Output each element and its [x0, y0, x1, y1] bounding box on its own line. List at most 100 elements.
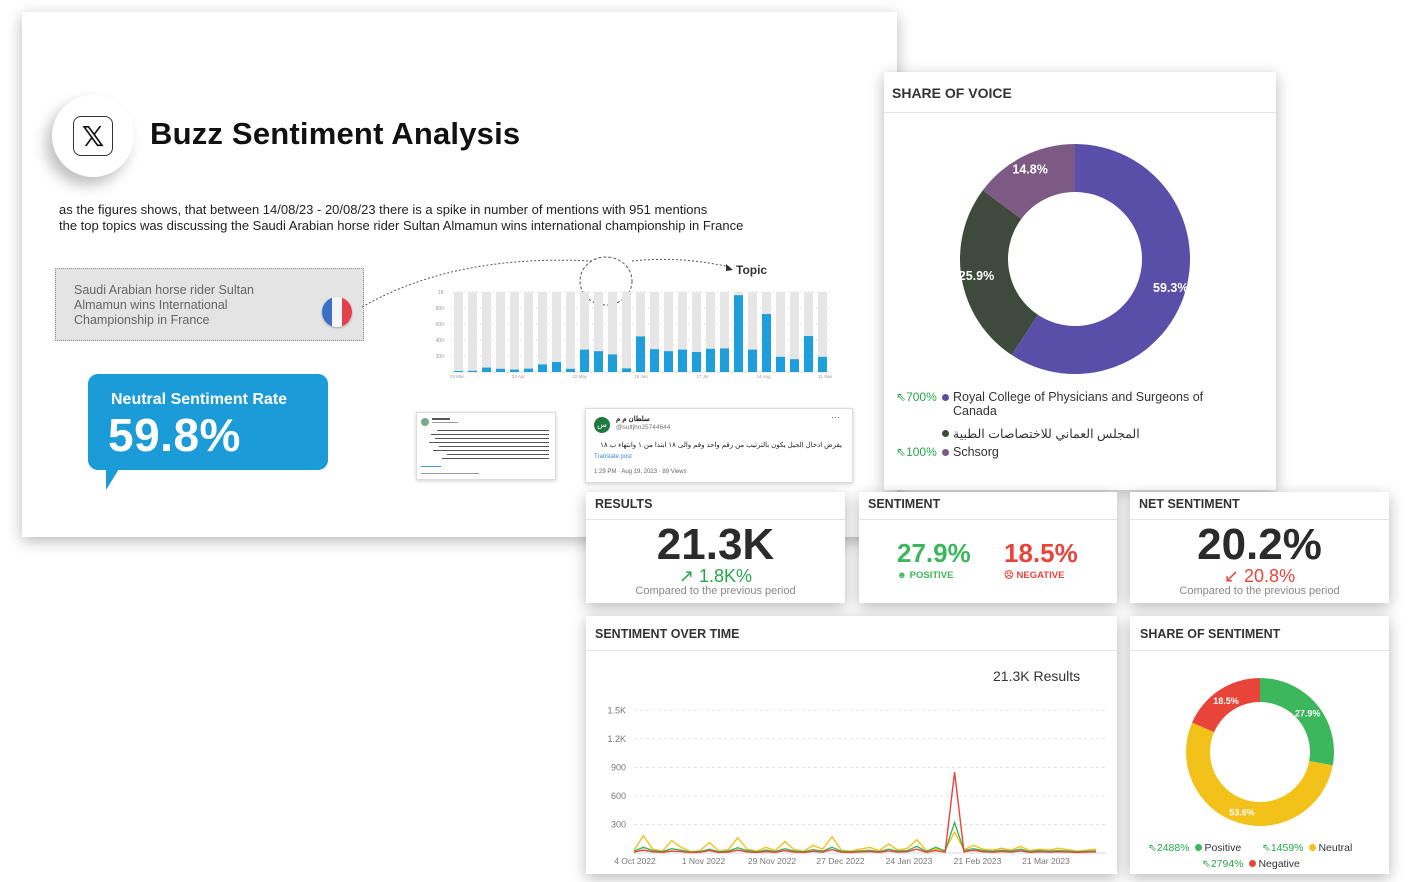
donut-slice	[1260, 678, 1334, 766]
comparison-note: Compared to the previous period	[1179, 585, 1340, 597]
bar	[608, 354, 617, 372]
mini-mentions-chart: Topic 1K 800 600 400 200 23 Mar 24 Apr 22 May 1…	[361, 256, 832, 379]
x-tick-label: 27 Dec 2022	[816, 856, 864, 866]
x-logo-icon: 𝕏	[73, 116, 113, 156]
legend-dot	[1309, 844, 1317, 851]
smile-icon: ☻	[897, 570, 907, 581]
connector-line	[361, 259, 593, 308]
bubble-tail	[106, 464, 122, 490]
panel-title: SHARE OF VOICE	[892, 85, 1012, 101]
bar-background	[608, 292, 617, 372]
y-tick-label: 200	[436, 354, 445, 360]
tweet-card-right[interactable]: س سلطان م م @sultjhn25744644 ··· يفرض اد…	[585, 408, 853, 483]
connector-line	[631, 258, 731, 268]
bar-background	[482, 292, 491, 372]
positive-value: 27.9%	[897, 538, 971, 568]
slice-label: 14.8%	[1012, 163, 1047, 177]
legend-item-omani-council[interactable]: المجلس العماني للاختصاصات الطبية	[942, 426, 1140, 441]
bar-background	[538, 292, 547, 372]
legend-dot	[942, 449, 949, 456]
arrow-down-icon: ↙	[1223, 566, 1240, 586]
sentiment-series-line	[633, 772, 1097, 854]
bar-background	[594, 292, 603, 372]
x-tick-label: 24 Apr	[512, 374, 526, 379]
legend-item-schsorg[interactable]: ⇖100% Schsorg	[896, 445, 999, 459]
results-delta: ↗ 1.8K%	[678, 566, 753, 586]
tweet-card-left[interactable]	[416, 412, 556, 480]
bar	[804, 336, 813, 372]
panel-title: RESULTS	[595, 497, 653, 511]
growth-up-icon: ⇖1459%	[1262, 842, 1304, 854]
bar	[776, 356, 785, 372]
bar-background	[706, 292, 715, 372]
legend-item-royal-college[interactable]: ⇖700% Royal College of Physicians and Su…	[896, 390, 1233, 418]
comparison-note: Compared to the previous period	[635, 585, 796, 597]
net-sentiment-value: 20.2%	[1197, 520, 1322, 569]
avatar: س	[594, 417, 610, 433]
bar	[720, 348, 729, 372]
x-tick-label: 24 Jan 2023	[886, 856, 933, 866]
bar	[552, 362, 561, 372]
x-tick-label: 21 Feb 2023	[954, 856, 1002, 866]
sentiment-over-time-panel: SENTIMENT OVER TIME 21.3K Results 1.5K 1.…	[586, 616, 1117, 874]
bar	[762, 314, 771, 372]
panel-title: NET SENTIMENT	[1139, 497, 1240, 511]
description-line-2: the top topics was discussing the Saudi …	[59, 218, 744, 233]
growth-up-icon: ⇖700%	[896, 390, 937, 404]
donut-slice	[982, 144, 1075, 219]
bar-background	[720, 292, 729, 372]
share-of-sentiment-panel: SHARE OF SENTIMENT 27.9% 53.6% 18.5% ⇖2488…	[1130, 616, 1389, 874]
bar	[566, 368, 575, 372]
x-tick-label: 21 Mar 2023	[1022, 856, 1070, 866]
avatar	[421, 418, 429, 426]
slice-label: 53.6%	[1229, 807, 1255, 817]
bar-background	[664, 292, 673, 372]
y-tick-label: 400	[436, 338, 445, 344]
translate-post-link[interactable]: Translate post	[594, 454, 632, 460]
results-count-label: 21.3K Results	[993, 668, 1081, 684]
y-tick-label: 1K	[438, 290, 445, 296]
legend-item-neutral[interactable]: ⇖1459% Neutral	[1262, 842, 1353, 854]
neutral-rate-bubble: Neutral Sentiment Rate 59.8%	[88, 374, 328, 490]
bar-background	[566, 292, 575, 372]
share-of-sentiment-donut: 27.9% 53.6% 18.5%	[1186, 678, 1334, 826]
slide-description: as the figures shows, that between 14/08…	[59, 202, 743, 234]
slice-label: 18.5%	[1213, 696, 1239, 706]
results-value: 21.3K	[656, 520, 775, 569]
y-tick-label: 600	[611, 791, 626, 801]
bar	[748, 349, 757, 372]
legend-item-positive[interactable]: ⇖2488% Positive	[1148, 842, 1242, 854]
bar	[664, 351, 673, 372]
growth-up-icon: ⇖100%	[896, 445, 937, 459]
arrow-up-icon: ↗	[678, 566, 695, 586]
bar-background	[790, 292, 799, 372]
legend-label: Schsorg	[953, 445, 999, 459]
bar-background	[678, 292, 687, 372]
description-line-1: as the figures shows, that between 14/08…	[59, 202, 708, 217]
panel-title: SENTIMENT OVER TIME	[595, 627, 740, 641]
frown-icon: ☹	[1004, 570, 1014, 581]
donut-slice	[960, 190, 1039, 355]
topic-text: Saudi Arabian horse rider Sultan Almamun…	[74, 283, 254, 327]
legend-dot	[942, 430, 949, 437]
y-tick-label: 1.5K	[607, 705, 626, 715]
bar	[692, 352, 701, 372]
more-icon[interactable]: ···	[831, 412, 840, 422]
sentiment-card: SENTIMENT 27.9% ☻ POSITIVE 18.5% ☹ NEGAT…	[859, 492, 1117, 603]
legend-label-cont: Canada	[953, 404, 997, 418]
negative-value: 18.5%	[1004, 538, 1078, 568]
bar-background	[818, 292, 827, 372]
legend-dot	[1249, 860, 1257, 867]
legend-item-negative[interactable]: ⇖2794% Negative	[1202, 858, 1300, 870]
net-sentiment-card: NET SENTIMENT 20.2% ↙ 20.8% Compared to …	[1130, 492, 1389, 603]
tweet-author-name: سلطان م م	[616, 416, 650, 423]
buzz-slide: 𝕏 Buzz Sentiment Analysis as the figures…	[22, 12, 897, 537]
bar	[524, 368, 533, 372]
bar-background	[692, 292, 701, 372]
bar-background	[454, 292, 463, 372]
topic-label: Topic	[736, 263, 767, 277]
tweet-text: يفرض ادخال الجيل يكون بالترتيب من رقم وا…	[600, 442, 842, 449]
bar-background	[804, 292, 813, 372]
net-sentiment-delta: ↙ 20.8%	[1223, 566, 1296, 586]
bar-background	[748, 292, 757, 372]
